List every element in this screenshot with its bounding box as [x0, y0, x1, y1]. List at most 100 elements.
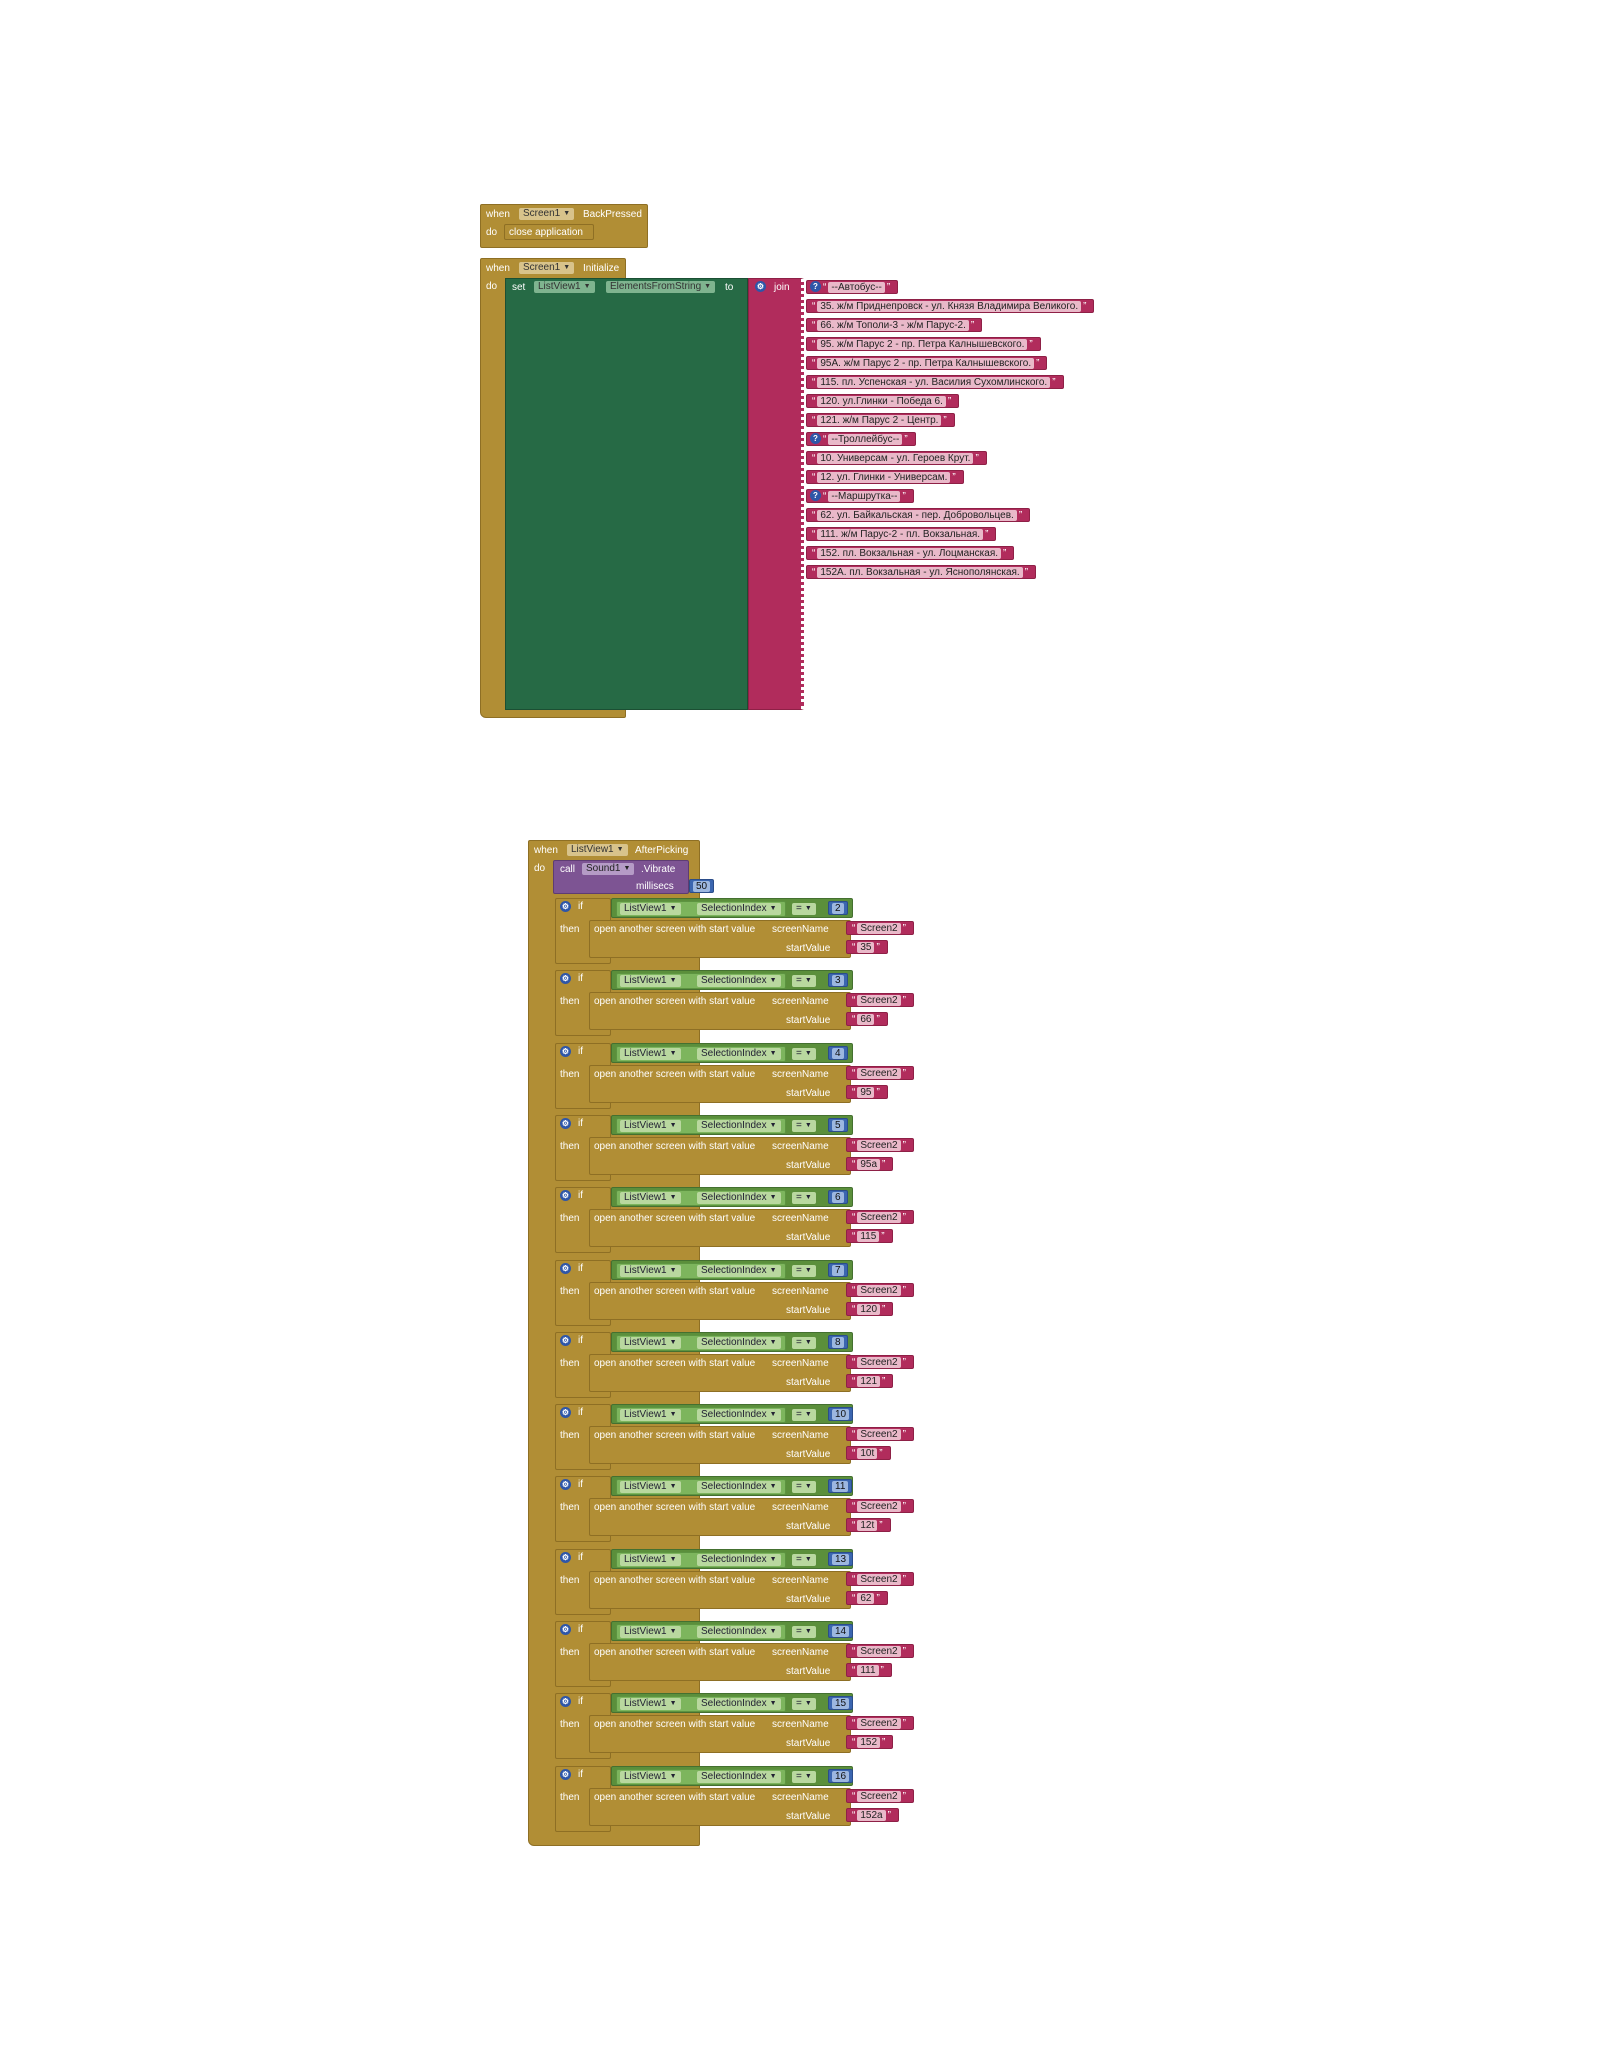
screen-name-string[interactable]: “Screen2” [846, 1788, 914, 1803]
gear-icon[interactable]: ⚙ [560, 1768, 571, 1780]
start-value-string[interactable]: “111” [846, 1663, 892, 1677]
operator-dropdown[interactable]: = ▼ [792, 1770, 816, 1783]
listview-property-block[interactable]: ListView1 ▼ SelectionIndex ▼ [616, 1551, 786, 1568]
join-item-string[interactable]: “95. ж/м Парус 2 - пр. Петра Калнышевско… [806, 337, 1041, 351]
listview-property-block[interactable]: ListView1 ▼ SelectionIndex ▼ [616, 973, 786, 990]
start-value-string[interactable]: “152a” [846, 1807, 899, 1822]
listview-dropdown[interactable]: ListView1 ▼ [620, 903, 681, 915]
open-another-screen-block[interactable]: open another screen with start value scre… [589, 1064, 851, 1103]
open-another-screen-block[interactable]: open another screen with start value scre… [589, 920, 851, 958]
listview-property-block[interactable]: ListView1 ▼ SelectionIndex ▼ [616, 1262, 786, 1279]
open-another-screen-block[interactable]: open another screen with start value scre… [589, 1426, 851, 1465]
backpressed-event-block[interactable]: when Screen1 ▼ BackPressed do close appli… [480, 204, 648, 248]
property-dropdown[interactable]: SelectionIndex ▼ [697, 1192, 781, 1205]
help-icon[interactable]: ? [810, 433, 821, 444]
help-icon[interactable]: ? [810, 490, 821, 501]
gear-icon[interactable]: ⚙ [560, 1117, 571, 1129]
join-item-string[interactable]: “152А. пл. Вокзальная - ул. Яснополянска… [806, 565, 1037, 579]
listview-dropdown[interactable]: ListView1 ▼ [620, 1264, 681, 1277]
start-value-string[interactable]: “115” [846, 1229, 893, 1244]
sound-dropdown[interactable]: Sound1 ▼ [582, 863, 635, 875]
gear-icon[interactable]: ⚙ [560, 1262, 571, 1274]
listview-dropdown[interactable]: ListView1 ▼ [620, 1119, 681, 1132]
start-value-string[interactable]: “95a” [846, 1156, 894, 1171]
open-another-screen-block[interactable]: open another screen with start value scre… [589, 1498, 851, 1537]
operator-dropdown[interactable]: = ▼ [792, 1192, 816, 1205]
gear-icon[interactable]: ⚙ [560, 901, 571, 912]
property-dropdown[interactable]: SelectionIndex ▼ [697, 1264, 781, 1277]
gear-icon[interactable]: ⚙ [560, 1479, 571, 1491]
screen-name-string[interactable]: “Screen2” [846, 1137, 914, 1152]
join-block[interactable]: ⚙ join [748, 278, 804, 710]
listview-dropdown[interactable]: ListView1 ▼ [620, 1698, 681, 1711]
join-item-string[interactable]: “120. ул.Глинки - Победа 6.” [806, 394, 960, 408]
open-another-screen-block[interactable]: open another screen with start value scre… [589, 1643, 851, 1681]
property-dropdown[interactable]: SelectionIndex ▼ [697, 1047, 781, 1060]
open-another-screen-block[interactable]: open another screen with start value scre… [589, 1353, 851, 1392]
start-value-string[interactable]: “121” [846, 1373, 894, 1388]
property-dropdown[interactable]: SelectionIndex ▼ [697, 1119, 781, 1132]
component-dropdown[interactable]: Screen1 ▼ [519, 208, 575, 220]
property-dropdown[interactable]: SelectionIndex ▼ [697, 1553, 781, 1566]
gear-icon[interactable]: ⚙ [560, 1551, 571, 1563]
join-item-string[interactable]: “152. пл. Вокзальная - ул. Лоцманская.” [806, 546, 1015, 560]
listview-property-block[interactable]: ListView1 ▼ SelectionIndex ▼ [616, 1768, 786, 1785]
start-value-string[interactable]: “62” [846, 1590, 888, 1605]
join-item-string[interactable]: “62. ул. Байкальская - пер. Добровольцев… [806, 508, 1031, 522]
compare-block[interactable]: ListView1 ▼ SelectionIndex ▼ = ▼ 13 [611, 1548, 854, 1569]
start-value-string[interactable]: “35” [846, 940, 888, 954]
listview-property-block[interactable]: ListView1 ▼ SelectionIndex ▼ [616, 1045, 786, 1062]
join-item-string[interactable]: “121. ж/м Парус 2 - Центр.” [806, 413, 955, 427]
listview-dropdown[interactable]: ListView1 ▼ [534, 281, 595, 293]
screen-name-string[interactable]: “Screen2” [846, 1065, 914, 1080]
property-dropdown[interactable]: SelectionIndex ▼ [697, 1481, 781, 1494]
operator-dropdown[interactable]: = ▼ [792, 1264, 816, 1277]
start-value-string[interactable]: “12t” [846, 1518, 891, 1533]
index-number[interactable]: 14 [828, 1624, 854, 1638]
component-dropdown[interactable]: ListView1 ▼ [567, 844, 628, 856]
operator-dropdown[interactable]: = ▼ [792, 1047, 816, 1060]
property-dropdown[interactable]: ElementsFromString ▼ [606, 281, 716, 293]
property-dropdown[interactable]: SelectionIndex ▼ [697, 1698, 781, 1711]
compare-block[interactable]: ListView1 ▼ SelectionIndex ▼ = ▼ 6 [611, 1187, 853, 1208]
compare-block[interactable]: ListView1 ▼ SelectionIndex ▼ = ▼ 8 [611, 1331, 853, 1352]
index-number[interactable]: 16 [828, 1768, 854, 1783]
screen-name-string[interactable]: “Screen2” [846, 1499, 914, 1514]
compare-block[interactable]: ListView1 ▼ SelectionIndex ▼ = ▼ 2 [611, 898, 853, 918]
component-dropdown[interactable]: Screen1 ▼ [519, 262, 575, 274]
property-dropdown[interactable]: SelectionIndex ▼ [697, 975, 781, 988]
operator-dropdown[interactable]: = ▼ [792, 1553, 816, 1566]
listview-dropdown[interactable]: ListView1 ▼ [620, 1409, 681, 1422]
listview-dropdown[interactable]: ListView1 ▼ [620, 1553, 681, 1566]
listview-dropdown[interactable]: ListView1 ▼ [620, 1336, 681, 1349]
screen-name-string[interactable]: “Screen2” [846, 1282, 914, 1297]
gear-icon[interactable]: ⚙ [560, 1334, 571, 1346]
open-another-screen-block[interactable]: open another screen with start value scre… [589, 992, 851, 1031]
property-dropdown[interactable]: SelectionIndex ▼ [697, 903, 781, 915]
gear-icon[interactable]: ⚙ [560, 1045, 571, 1057]
open-another-screen-block[interactable]: open another screen with start value scre… [589, 1281, 851, 1320]
operator-dropdown[interactable]: = ▼ [792, 1409, 816, 1422]
compare-block[interactable]: ListView1 ▼ SelectionIndex ▼ = ▼ 14 [611, 1621, 854, 1641]
open-another-screen-block[interactable]: open another screen with start value scre… [589, 1787, 851, 1826]
gear-icon[interactable]: ⚙ [560, 973, 571, 985]
operator-dropdown[interactable]: = ▼ [792, 975, 816, 988]
join-item-string[interactable]: “10. Универсам - ул. Героев Крут.” [806, 451, 987, 465]
index-number[interactable]: 5 [828, 1117, 848, 1132]
join-item-string[interactable]: “35. ж/м Приднепровск - ул. Князя Владим… [806, 299, 1095, 313]
compare-block[interactable]: ListView1 ▼ SelectionIndex ▼ = ▼ 15 [611, 1693, 854, 1714]
start-value-string[interactable]: “120” [846, 1301, 894, 1316]
listview-dropdown[interactable]: ListView1 ▼ [620, 1626, 681, 1638]
property-dropdown[interactable]: SelectionIndex ▼ [697, 1770, 781, 1783]
operator-dropdown[interactable]: = ▼ [792, 1119, 816, 1132]
screen-name-string[interactable]: “Screen2” [846, 1210, 914, 1225]
listview-dropdown[interactable]: ListView1 ▼ [620, 1192, 681, 1205]
listview-dropdown[interactable]: ListView1 ▼ [620, 1047, 681, 1060]
listview-property-block[interactable]: ListView1 ▼ SelectionIndex ▼ [616, 1117, 786, 1134]
operator-dropdown[interactable]: = ▼ [792, 1698, 816, 1711]
operator-dropdown[interactable]: = ▼ [792, 1336, 816, 1349]
compare-block[interactable]: ListView1 ▼ SelectionIndex ▼ = ▼ 3 [611, 970, 853, 991]
start-value-string[interactable]: “10t” [846, 1446, 891, 1461]
operator-dropdown[interactable]: = ▼ [792, 903, 816, 915]
listview-property-block[interactable]: ListView1 ▼ SelectionIndex ▼ [616, 1479, 786, 1496]
